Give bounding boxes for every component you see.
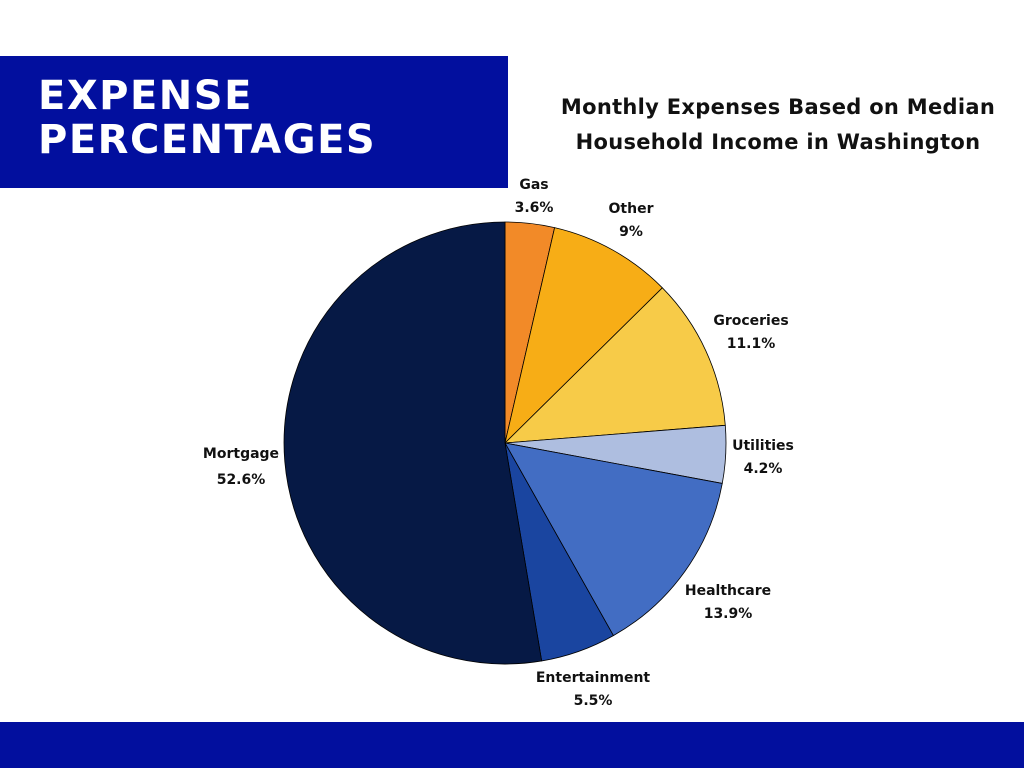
slice-value-healthcare: 13.9%: [704, 606, 753, 622]
banner-title-line-2: PERCENTAGES: [38, 117, 377, 163]
slice-value-other: 9%: [619, 224, 643, 240]
slice-value-entertainment: 5.5%: [574, 693, 613, 709]
slice-label-gas: Gas: [519, 177, 548, 193]
chart-title-line-2: Household Income in Washington: [575, 130, 981, 154]
title-banner: EXPENSE PERCENTAGES: [0, 56, 508, 188]
chart-title-line-1: Monthly Expenses Based on Median: [560, 95, 996, 119]
slice-value-mortgage: 52.6%: [217, 472, 266, 488]
footer-bar: [0, 722, 1024, 768]
pie-slice-healthcare: [504, 442, 723, 636]
slice-label-healthcare: Healthcare: [685, 583, 771, 599]
banner-title-line-1: EXPENSE: [38, 73, 253, 119]
slice-label-mortgage: Mortgage: [203, 446, 279, 462]
slice-value-utilities: 4.2%: [744, 461, 783, 477]
pie-slice-mortgage: [283, 221, 543, 665]
slice-label-groceries: Groceries: [713, 313, 788, 329]
pie-slice-other: [504, 227, 663, 444]
slice-value-groceries: 11.1%: [727, 336, 776, 352]
slice-label-utilities: Utilities: [732, 438, 794, 454]
slice-label-entertainment: Entertainment: [536, 670, 651, 686]
slice-label-other: Other: [609, 201, 654, 217]
chart-title: Monthly Expenses Based on Median Househo…: [548, 90, 1008, 160]
slice-value-gas: 3.6%: [515, 200, 554, 216]
pie-slice-groceries: [504, 287, 726, 444]
